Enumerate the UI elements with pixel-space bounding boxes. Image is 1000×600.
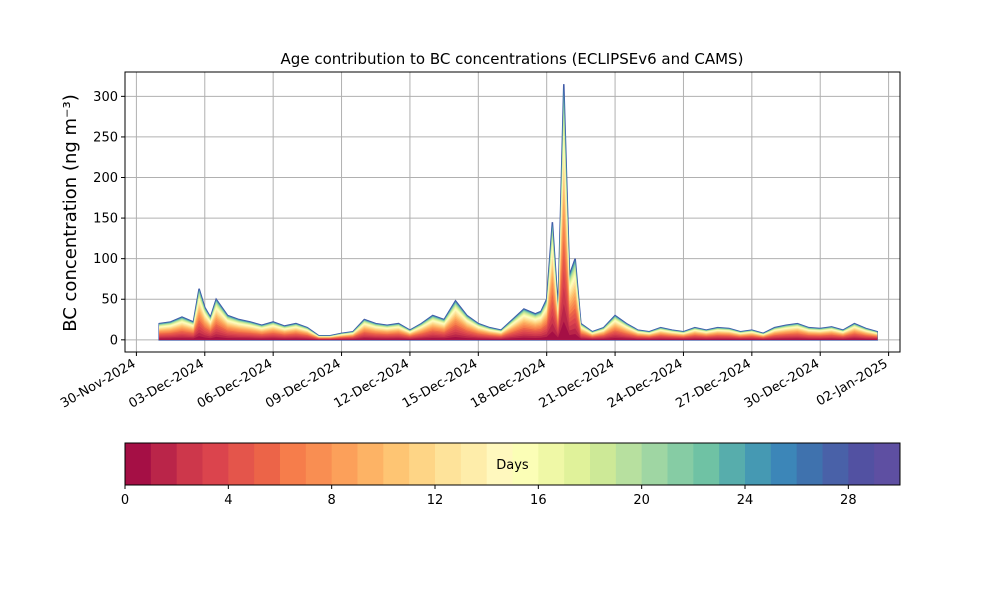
age-band-area — [159, 157, 878, 340]
x-tick-label: 30-Nov-2024 — [58, 356, 138, 411]
colorbar-swatch — [770, 443, 798, 485]
colorbar-swatch — [667, 443, 694, 485]
colorbar-swatch — [796, 443, 823, 485]
x-tick-label: 21-Dec-2024 — [537, 356, 617, 411]
y-axis-label: BC concentration (ng m⁻³) — [60, 94, 81, 332]
y-tick-label: 50 — [101, 293, 118, 308]
age-band-area — [159, 87, 878, 340]
colorbar-swatch — [590, 443, 617, 485]
x-tick-label: 02-Jan-2025 — [814, 356, 891, 409]
stacked-age-areas — [158, 84, 878, 341]
colorbar-swatch — [538, 443, 565, 485]
colorbar-swatch — [125, 443, 152, 485]
age-band-area — [159, 102, 878, 340]
age-band-area — [159, 91, 878, 340]
colorbar: Days 0 4 8 12 16 20 24 28 — [121, 442, 901, 508]
colorbar-swatch — [228, 443, 255, 485]
colorbar-swatch — [693, 443, 720, 485]
age-band-area — [159, 84, 878, 340]
x-axis: 30-Nov-202403-Dec-202406-Dec-202409-Dec-… — [58, 352, 891, 412]
colorbar-swatch — [176, 443, 203, 485]
chart-title: Age contribution to BC concentrations (E… — [281, 50, 744, 68]
age-band-area — [159, 89, 878, 340]
colorbar-swatch — [280, 443, 307, 485]
x-tick-label: 12-Dec-2024 — [332, 356, 412, 411]
age-band-area — [159, 118, 878, 340]
y-tick-label: 300 — [93, 90, 118, 105]
age-band-area — [159, 124, 878, 340]
plot-frame — [124, 71, 901, 353]
x-tick-label: 09-Dec-2024 — [263, 356, 343, 411]
y-tick-label: 150 — [93, 212, 118, 227]
age-band-area — [158, 84, 878, 341]
y-tick-label: 250 — [93, 130, 118, 145]
x-tick-label: 24-Dec-2024 — [605, 356, 685, 411]
colorbar-swatch — [254, 443, 281, 485]
colorbar-swatch — [460, 443, 488, 485]
x-tick-label: 30-Dec-2024 — [742, 356, 822, 411]
colorbar-swatch — [357, 443, 384, 485]
age-band-area — [159, 94, 878, 340]
colorbar-swatch — [202, 443, 229, 485]
colorbar-swatch — [848, 443, 875, 485]
colorbar-swatch — [564, 443, 591, 485]
colorbar-swatch — [409, 443, 436, 485]
colorbar-swatch — [874, 443, 901, 485]
y-tick-label: 0 — [110, 333, 118, 348]
colorbar-swatch — [435, 443, 462, 485]
colorbar-swatch — [150, 443, 178, 485]
y-tick-label: 100 — [93, 252, 118, 267]
colorbar-swatch — [305, 443, 333, 485]
colorbar-tick-label: 4 — [224, 493, 232, 508]
colorbar-swatch — [383, 443, 410, 485]
colorbar-tick-label: 8 — [328, 493, 336, 508]
colorbar-swatch — [822, 443, 849, 485]
x-tick-label: 15-Dec-2024 — [400, 356, 480, 411]
colorbar-swatch — [331, 443, 358, 485]
y-tick-label: 200 — [93, 171, 118, 186]
age-band-area — [159, 112, 878, 340]
colorbar-label: Days — [496, 458, 529, 473]
colorbar-swatch — [641, 443, 668, 485]
colorbar-swatch — [486, 443, 513, 485]
colorbar-tick-label: 28 — [840, 493, 857, 508]
y-axis: 0 50 100 150 200 250 300 — [93, 90, 125, 348]
x-tick-label: 03-Dec-2024 — [126, 356, 206, 411]
age-band-area — [159, 139, 878, 340]
x-tick-label: 27-Dec-2024 — [673, 356, 753, 411]
x-tick-label: 06-Dec-2024 — [195, 356, 275, 411]
colorbar-swatch — [719, 443, 746, 485]
age-band-area — [159, 85, 878, 340]
colorbar-frame — [124, 442, 901, 486]
colorbar-swatch — [745, 443, 772, 485]
colorbar-tick-label: 12 — [427, 493, 444, 508]
colorbar-tick-label: 24 — [737, 493, 754, 508]
colorbar-tick-label: 16 — [530, 493, 547, 508]
colorbar-swatch — [615, 443, 643, 485]
age-band-area — [159, 84, 878, 340]
colorbar-tick-label: 20 — [633, 493, 650, 508]
age-band-area — [159, 131, 878, 340]
colorbar-tick-label: 0 — [121, 493, 129, 508]
grid-lines — [125, 72, 900, 352]
age-band-area — [159, 98, 878, 340]
x-tick-label: 18-Dec-2024 — [468, 356, 548, 411]
colorbar-swatch — [512, 443, 539, 485]
age-band-area — [159, 106, 878, 340]
